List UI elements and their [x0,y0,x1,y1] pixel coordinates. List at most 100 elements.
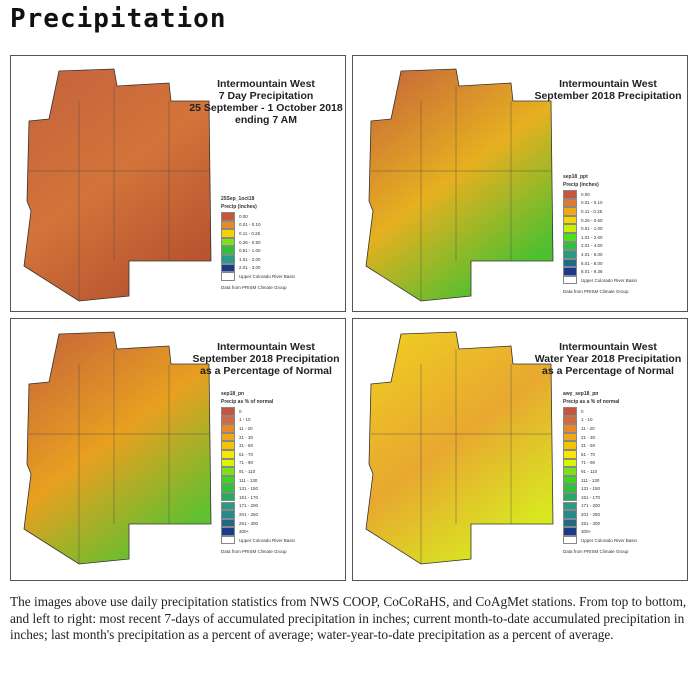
panel-title-line: September 2018 Precipitation [192,353,340,365]
legend-swatch [563,518,577,528]
legend-item: 151 - 170 [221,492,295,502]
legend-item: 11 - 20 [221,424,295,433]
legend-label: 131 - 150 [239,486,259,492]
data-source: Data from PRISM Climate Group [221,284,287,290]
map-panel: Intermountain West September 2018 Precipi… [352,55,688,312]
panel-title-line: Intermountain West [217,78,315,90]
legend-item: 11 - 20 [563,424,637,433]
legend-item: 0.51 - 1.00 [563,224,637,233]
legend-swatch [221,441,235,450]
legend-item: 1.01 - 2.00 [563,233,637,242]
legend-label: 111 - 130 [581,477,600,483]
legend-swatch [221,510,235,519]
legend-item: 0 [221,407,295,416]
legend-swatch [563,467,577,476]
legend-swatch [563,190,577,199]
legend-swatch [563,441,577,450]
legend-item: 171 - 200 [221,501,295,511]
legend-swatch [221,255,235,264]
legend-item: 91 - 110 [221,467,295,476]
panel-title-line: 7 Day Precipitation [218,90,314,102]
legend-label: 91 - 110 [239,468,256,474]
panel-title-line: Water Year 2018 Precipitation [534,353,682,365]
legend-swatch [221,237,235,247]
legend-swatch [563,241,577,251]
legend-swatch [221,492,235,502]
legend-swatch [221,450,235,459]
page-title: Precipitation [10,4,227,34]
legend-label: 251 - 300 [581,520,601,526]
legend-label: 0 [581,408,584,414]
legend-swatch [221,272,235,281]
legend-label: 1.01 - 2.00 [239,256,261,262]
precipitation-map [23,68,212,302]
panel-title-line: 25 September - 1 October 2018 [189,102,343,114]
precipitation-map [365,68,554,302]
legend-unit: Precip as a % of normal [563,399,620,405]
panel-title: Intermountain West Water Year 2018 Precip… [528,341,688,377]
legend-item: 300+ [563,527,637,536]
legend-item: 0.00 [221,212,295,221]
legend-label: 2.01 - 4.00 [581,243,603,249]
legend-label: 51 - 70 [581,451,596,457]
legend-swatch [563,250,577,259]
legend-swatch [563,424,577,433]
legend-swatch [563,527,577,536]
legend-unit: Precip (inches) [221,204,257,210]
legend-swatch [221,518,235,528]
legend-swatch [563,267,577,276]
legend-label: 8.01 - 9.38 [581,269,603,275]
data-source: Data from PRISM Climate Group [221,548,287,554]
legend-item: 0.51 - 1.00 [221,246,295,255]
legend-swatch [563,207,577,216]
legend-item: 71 - 90 [563,458,637,468]
panel-title: Intermountain West 7 Day Precipitation 25 … [186,78,346,126]
legend-item: 1 - 10 [221,415,295,425]
legend-item: 6.01 - 8.00 [563,258,637,268]
legend-label: 21 - 30 [581,434,596,440]
panel-title-line: as a Percentage of Normal [200,365,332,377]
legend-label: 171 - 200 [581,503,601,509]
legend-swatch [563,535,577,545]
legend-swatch [221,407,235,416]
legend-item: Upper Colorado River Basin [221,272,295,281]
legend-swatch [563,407,577,416]
legend-swatch [563,432,577,442]
legend-item: 0.26 - 0.50 [221,237,295,247]
map-panel: Intermountain West 7 Day Precipitation 25 … [10,55,346,312]
legend-swatch [563,510,577,519]
legend-swatch [221,424,235,433]
legend-label: 151 - 170 [239,494,259,500]
legend-item: 0 [563,407,637,416]
legend-name: 25Sep_1oct18 [221,196,255,202]
legend-label: 91 - 110 [581,468,598,474]
caption: The images above use daily precipitation… [10,594,687,642]
legend-label: 51 - 70 [239,451,254,457]
legend-swatch [563,484,577,493]
legend-label: 131 - 150 [581,486,601,492]
legend-item: 2.01 - 4.00 [563,241,637,251]
panel-title-line: Intermountain West [217,341,315,353]
legend-label: 0.01 - 0.10 [581,200,603,206]
legend-item: 21 - 30 [221,432,295,442]
legend-swatch [221,212,235,221]
legend-item: 131 - 150 [563,484,637,493]
map-legend: awy_sep18_pn Precip as a % of normal 0 1 -… [563,391,637,554]
legend-item: 8.01 - 9.38 [563,267,637,276]
legend-swatch [563,475,577,485]
legend-item: 171 - 200 [563,501,637,511]
legend-item: 51 - 70 [563,450,637,459]
map-legend: sep18_ppt Precip (inches) 0.00 0.01 - 0.10… [563,174,637,294]
legend-swatch [563,224,577,233]
legend-label: 2.01 - 3.00 [239,265,261,271]
precipitation-map [23,331,212,565]
legend-label: 0.11 - 0.25 [239,230,261,236]
panel-title-line: as a Percentage of Normal [542,365,674,377]
legend-item: 151 - 170 [563,492,637,502]
legend-item: 21 - 30 [563,432,637,442]
legend-label: 201 - 250 [239,511,259,517]
legend-item: 71 - 90 [221,458,295,468]
legend-swatch [563,415,577,425]
legend-label: 1 - 10 [239,417,251,423]
legend-label: 71 - 90 [239,460,254,466]
